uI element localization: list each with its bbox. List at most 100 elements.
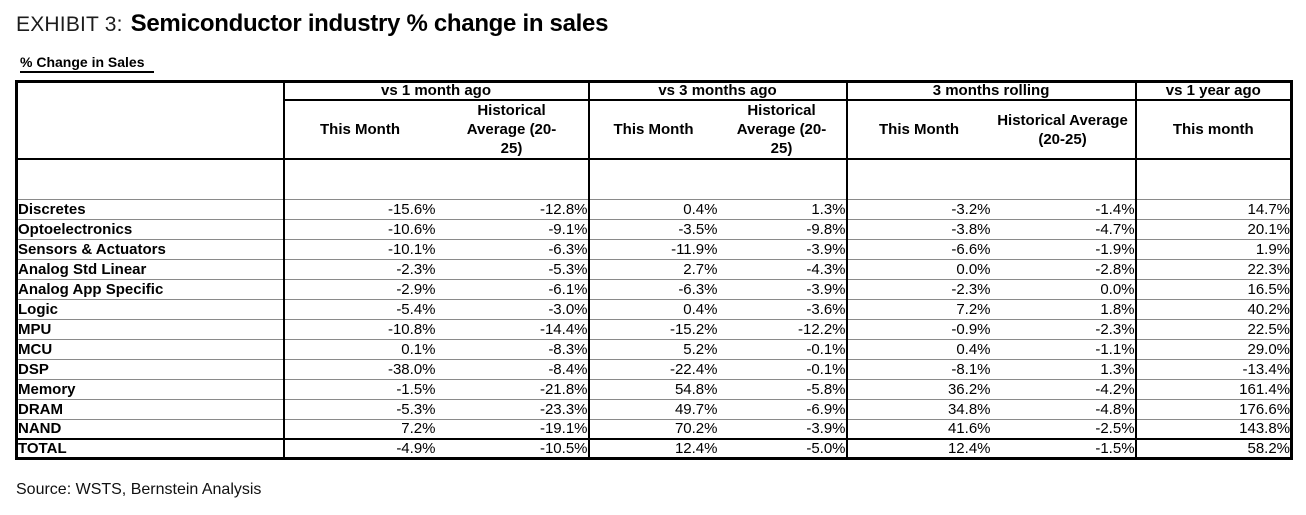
value-cell: -4.8% — [1095, 400, 1135, 418]
sub-header-this-month: This Month — [282, 99, 436, 160]
value-cell: 143.8% — [1134, 419, 1292, 439]
sub-header-hist-avg: Historical Average (20-25) — [717, 99, 848, 160]
value-cell: -0.9% — [845, 319, 991, 339]
value-cell: 161.4% — [1134, 379, 1292, 399]
value-cell: -2.8% — [1095, 260, 1135, 278]
row-label: DSP — [16, 359, 285, 379]
value-cell: -3.2% — [845, 199, 991, 219]
value-cell: -2.3% — [845, 279, 991, 299]
value-cell: 0.0% — [1100, 280, 1135, 298]
value-cell: -9.8% — [806, 220, 846, 238]
value-cell: 1.9% — [1134, 239, 1292, 259]
value-cell: -6.9% — [806, 400, 846, 418]
value-cell: 70.2% — [587, 419, 718, 439]
value-cell: 54.8% — [587, 379, 718, 399]
sales-table: vs 1 month ago vs 3 months ago 3 months … — [15, 80, 1294, 460]
sub-header-hist-avg-label: Historical Average (20-25) — [736, 102, 827, 157]
value-cell: 16.5% — [1134, 279, 1292, 299]
value-cell: -3.0% — [548, 300, 588, 318]
sub-header-this-month: This Month — [587, 99, 718, 160]
spacer-row — [16, 159, 1292, 199]
spacer-cell — [1134, 159, 1292, 199]
row-label: DRAM — [16, 399, 285, 419]
value-cell: -3.5% — [587, 219, 718, 239]
sub-header-hist-avg-label: Historical Average (20-25) — [997, 111, 1128, 148]
value-cell: -5.4% — [282, 299, 436, 319]
value-cell: -1.5% — [282, 379, 436, 399]
exhibit-number: EXHIBIT 3: — [16, 13, 123, 36]
row-label: Analog Std Linear — [16, 259, 285, 279]
row-label: Discretes — [16, 199, 285, 219]
value-cell: -15.2% — [587, 319, 718, 339]
row-label: Logic — [16, 299, 285, 319]
value-cell: -10.6% — [282, 219, 436, 239]
value-cell: 22.3% — [1134, 259, 1292, 279]
value-cell: -1.5% — [1095, 440, 1135, 457]
table-row-total: TOTAL -4.9% -10.5% 12.4% -5.0% 12.4% -1.5% 58.2… — [16, 439, 1292, 459]
table-row: MCU 0.1% -8.3% 5.2% -0.1% 0.4% -1.1% 29.0% — [16, 339, 1292, 359]
spacer-cell — [587, 159, 847, 199]
sub-header-this-month-year: This month — [1134, 99, 1293, 160]
value-cell: -10.1% — [282, 239, 436, 259]
value-cell: -9.1% — [548, 220, 588, 238]
group-header-3m: vs 3 months ago — [587, 80, 848, 101]
value-cell: 0.4% — [587, 299, 718, 319]
table-row: Optoelectronics -10.6% -9.1% -3.5% -9.8% -3.8… — [16, 219, 1292, 239]
value-cell: 14.7% — [1134, 199, 1292, 219]
value-cell: 40.2% — [1134, 299, 1292, 319]
table-row: MPU -10.8% -14.4% -15.2% -12.2% -0.9% -2.3% 22.… — [16, 319, 1292, 339]
value-cell: 1.8% — [1100, 300, 1135, 318]
value-cell: -5.8% — [806, 380, 846, 398]
value-cell: 0.4% — [587, 199, 718, 219]
group-header-1m: vs 1 month ago — [282, 80, 590, 101]
row-label: Sensors & Actuators — [16, 239, 285, 259]
value-cell: -10.8% — [282, 319, 436, 339]
value-cell: 0.1% — [282, 339, 436, 359]
row-label: Optoelectronics — [16, 219, 285, 239]
value-cell: -1.1% — [1095, 340, 1135, 358]
value-cell: -11.9% — [587, 239, 718, 259]
value-cell: -15.6% — [282, 199, 436, 219]
value-cell: 29.0% — [1134, 339, 1292, 359]
value-cell: 58.2% — [1134, 439, 1292, 459]
table-row: Logic -5.4% -3.0% 0.4% -3.6% 7.2% 1.8% 40.2% — [16, 299, 1292, 319]
value-cell: 7.2% — [282, 419, 436, 439]
value-cell: 41.6% — [845, 419, 991, 439]
value-cell: -6.3% — [548, 240, 588, 258]
value-cell: 49.7% — [587, 399, 718, 419]
value-cell: -21.8% — [539, 380, 588, 398]
value-cell: -4.7% — [1095, 220, 1135, 238]
value-cell: -3.6% — [806, 300, 846, 318]
value-cell: -2.3% — [282, 259, 436, 279]
table-header: vs 1 month ago vs 3 months ago 3 months … — [15, 80, 1293, 160]
sub-header-hist-avg: Historical Average (20-25) — [990, 99, 1137, 160]
value-cell: 176.6% — [1134, 399, 1292, 419]
table-body: Discretes -15.6% -12.8% 0.4% 1.3% -3.2% -1.4% 1… — [16, 159, 1292, 459]
value-cell: 12.4% — [587, 439, 718, 459]
value-cell: 0.4% — [845, 339, 991, 359]
value-cell: -4.3% — [806, 260, 846, 278]
table-row: Analog App Specific -2.9% -6.1% -6.3% -3.9% -… — [16, 279, 1292, 299]
sub-header-row: This Month Historical Average (20-25) Th… — [17, 99, 1293, 160]
group-header-1y: vs 1 year ago — [1134, 80, 1293, 101]
value-cell: -2.3% — [1095, 320, 1135, 338]
group-header-row: vs 1 month ago vs 3 months ago 3 months … — [15, 80, 1293, 160]
spacer-cell — [845, 159, 1136, 199]
table-caption: % Change in Sales — [20, 54, 155, 73]
value-cell: -0.1% — [806, 340, 846, 358]
corner-cell — [15, 80, 285, 160]
value-cell: -3.8% — [845, 219, 991, 239]
value-cell: -8.4% — [548, 360, 588, 378]
spacer-cell — [16, 159, 285, 199]
sub-header-hist-avg: Historical Average (20-25) — [435, 99, 590, 160]
page-title: EXHIBIT 3: Semiconductor industry % chang… — [16, 10, 608, 38]
table-row: NAND 7.2% -19.1% 70.2% -3.9% 41.6% -2.5% 143.8% — [16, 419, 1292, 439]
value-cell: -5.0% — [806, 440, 846, 457]
value-cell: 34.8% — [845, 399, 991, 419]
row-label: NAND — [16, 419, 285, 439]
group-header-3m-rolling: 3 months rolling — [845, 80, 1137, 101]
value-cell: -6.6% — [845, 239, 991, 259]
value-cell: -1.9% — [1095, 240, 1135, 258]
value-cell: -2.5% — [1095, 420, 1135, 438]
sub-header-hist-avg-label: Historical Average (20-25) — [466, 102, 557, 157]
